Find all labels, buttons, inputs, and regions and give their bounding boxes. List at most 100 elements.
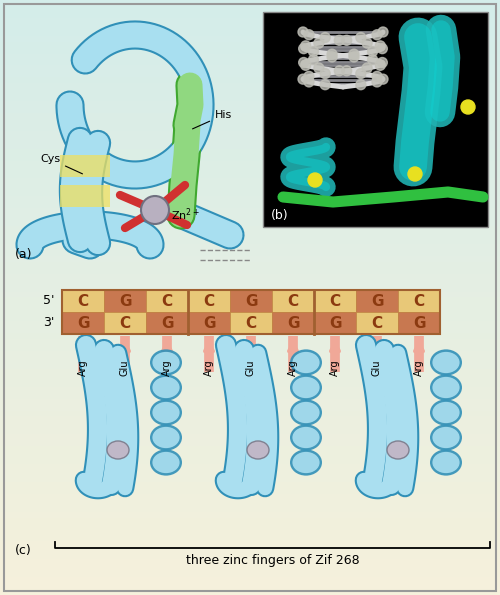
Circle shape <box>320 33 330 43</box>
Text: G: G <box>161 315 173 330</box>
Bar <box>60 185 110 207</box>
Ellipse shape <box>430 399 462 425</box>
Circle shape <box>368 55 378 65</box>
Bar <box>398 290 440 312</box>
Circle shape <box>300 41 310 51</box>
Circle shape <box>320 80 330 90</box>
Bar <box>314 290 356 312</box>
Ellipse shape <box>152 427 180 448</box>
Text: G: G <box>119 293 131 308</box>
Circle shape <box>408 167 422 181</box>
Ellipse shape <box>292 402 320 423</box>
Ellipse shape <box>290 449 322 475</box>
Text: Glu: Glu <box>246 359 256 376</box>
Text: Arg: Arg <box>288 359 298 376</box>
Circle shape <box>378 74 388 84</box>
Circle shape <box>376 41 386 51</box>
Ellipse shape <box>290 424 322 450</box>
Ellipse shape <box>150 399 182 425</box>
Bar <box>60 155 110 177</box>
Text: three zinc fingers of Zif 268: three zinc fingers of Zif 268 <box>186 554 360 567</box>
Bar <box>62 290 104 312</box>
Circle shape <box>314 63 324 73</box>
Bar <box>62 312 104 334</box>
Text: C: C <box>162 293 172 308</box>
Circle shape <box>314 38 324 48</box>
Text: Arg: Arg <box>162 359 172 376</box>
Circle shape <box>362 38 372 48</box>
Circle shape <box>304 30 314 40</box>
Circle shape <box>304 77 314 87</box>
Text: (c): (c) <box>15 544 32 557</box>
Ellipse shape <box>432 352 460 373</box>
Ellipse shape <box>152 352 180 373</box>
Circle shape <box>372 77 382 87</box>
Ellipse shape <box>387 441 409 459</box>
Circle shape <box>304 71 314 82</box>
Circle shape <box>349 49 359 59</box>
Bar <box>62 290 440 334</box>
Ellipse shape <box>430 349 462 375</box>
Circle shape <box>349 52 359 62</box>
Text: 5': 5' <box>42 295 54 308</box>
Bar <box>104 312 146 334</box>
Ellipse shape <box>152 452 180 473</box>
Text: (b): (b) <box>271 209 288 222</box>
Text: (a): (a) <box>15 248 32 261</box>
Text: C: C <box>120 315 130 330</box>
Ellipse shape <box>290 349 322 375</box>
Circle shape <box>356 80 366 90</box>
Circle shape <box>356 68 366 79</box>
Text: C: C <box>204 293 214 308</box>
Ellipse shape <box>432 427 460 448</box>
Circle shape <box>356 33 366 43</box>
Text: C: C <box>288 293 298 308</box>
Bar <box>272 290 314 312</box>
Text: Arg: Arg <box>78 359 88 376</box>
Text: G: G <box>287 315 299 330</box>
Circle shape <box>376 60 386 70</box>
Bar <box>188 312 230 334</box>
Ellipse shape <box>150 424 182 450</box>
Ellipse shape <box>152 402 180 423</box>
Bar <box>104 290 146 312</box>
Circle shape <box>327 52 337 62</box>
Circle shape <box>327 49 337 59</box>
Text: His: His <box>192 110 232 129</box>
Ellipse shape <box>292 377 320 398</box>
Bar <box>188 290 230 312</box>
Bar <box>146 290 188 312</box>
Ellipse shape <box>430 449 462 475</box>
Circle shape <box>141 196 169 224</box>
Circle shape <box>298 27 308 37</box>
Ellipse shape <box>430 374 462 400</box>
Ellipse shape <box>152 377 180 398</box>
Text: C: C <box>330 293 340 308</box>
Text: G: G <box>371 293 384 308</box>
Ellipse shape <box>290 374 322 400</box>
Ellipse shape <box>292 427 320 448</box>
Circle shape <box>298 43 308 54</box>
Bar <box>230 312 272 334</box>
Ellipse shape <box>150 449 182 475</box>
Text: C: C <box>414 293 424 308</box>
Text: G: G <box>77 315 89 330</box>
Ellipse shape <box>430 424 462 450</box>
Circle shape <box>368 46 378 57</box>
Text: Cys: Cys <box>40 154 82 174</box>
Ellipse shape <box>150 374 182 400</box>
Text: C: C <box>246 315 256 330</box>
Circle shape <box>298 58 308 67</box>
Bar <box>272 312 314 334</box>
Circle shape <box>308 173 322 187</box>
Bar <box>230 290 272 312</box>
Circle shape <box>334 35 344 45</box>
Circle shape <box>320 68 330 79</box>
Circle shape <box>300 60 310 70</box>
Ellipse shape <box>150 349 182 375</box>
Text: G: G <box>203 315 215 330</box>
Ellipse shape <box>292 452 320 473</box>
Text: C: C <box>78 293 88 308</box>
Text: Glu: Glu <box>372 359 382 376</box>
Text: Glu: Glu <box>120 359 130 376</box>
